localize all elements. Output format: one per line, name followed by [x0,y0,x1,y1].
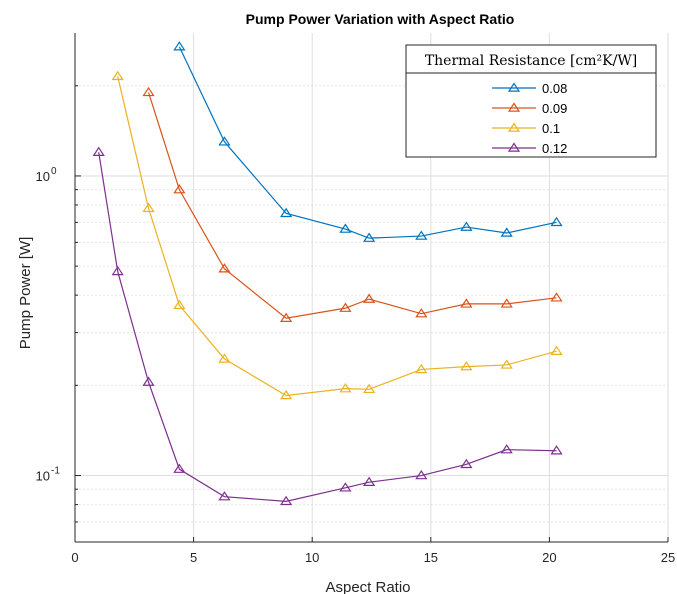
data-point [142,376,155,386]
data-point [550,445,563,455]
x-tick-label: 25 [661,550,675,565]
series-2 [111,70,563,400]
y-tick-exponent: -1 [51,466,60,477]
legend-entry-label: 0.08 [542,81,567,96]
data-point [550,292,563,302]
legend-title: Thermal Resistance [cm²K/W] [425,53,637,69]
data-point [363,232,376,242]
series-layer [92,41,563,506]
chart-title: Pump Power Variation with Aspect Ratio [246,11,515,27]
data-point [460,298,473,308]
data-point [173,299,186,310]
legend-box [405,44,657,158]
data-point [142,202,155,213]
data-point [500,298,513,308]
legend-marker [507,82,521,92]
data-point [173,463,186,473]
data-point [550,216,563,227]
x-tick-label: 15 [424,550,438,565]
series-line [117,76,557,397]
legend-marker [507,102,521,112]
x-tick-label: 10 [305,550,319,565]
legend-entry-label: 0.09 [542,101,567,116]
data-point [218,491,231,501]
data-point [339,302,352,312]
data-point [415,363,428,374]
data-point [550,345,563,355]
data-point [415,308,428,318]
data-point [415,230,428,240]
data-point [500,359,513,369]
data-point [111,265,124,276]
data-point [339,383,352,393]
x-tick-label: 20 [542,550,556,565]
data-point [218,136,231,146]
data-point [173,41,186,51]
y-tick-label: 10 [36,469,50,484]
y-axis-label: Pump Power [W] [17,237,34,350]
data-point [460,221,473,231]
data-point [363,293,376,303]
x-axis-label: Aspect Ratio [325,579,410,594]
data-point [460,361,473,371]
series-line [178,46,557,239]
legend: Thermal Resistance [cm²K/W] 0.08 0.09 0.1 0.… [405,44,657,158]
data-point [92,146,105,156]
y-tick-exponent: 0 [51,166,57,177]
series-line [147,92,557,319]
data-point [173,184,186,194]
data-point [339,482,352,492]
series-line [98,152,557,502]
data-point [142,86,155,97]
data-point [279,207,293,218]
data-point [218,263,231,273]
legend-entry-label: 0.1 [542,121,560,136]
series-1 [142,86,563,322]
data-point [339,223,352,233]
series-0 [173,41,563,242]
data-point [363,476,376,486]
data-point [363,383,376,394]
data-point [279,389,293,400]
data-point [500,227,513,237]
series-3 [92,146,563,506]
legend-marker [507,142,521,152]
legend-marker [507,122,521,132]
data-point [500,444,513,454]
legend-entry-label: 0.12 [542,141,567,156]
y-tick-label: 10 [36,169,50,184]
data-point [218,353,231,363]
x-tick-label: 5 [190,550,197,565]
x-tick-label: 0 [71,550,78,565]
data-point [111,70,124,81]
data-point [279,495,293,506]
data-point [415,469,428,480]
data-point [279,312,293,322]
data-point [460,458,473,469]
